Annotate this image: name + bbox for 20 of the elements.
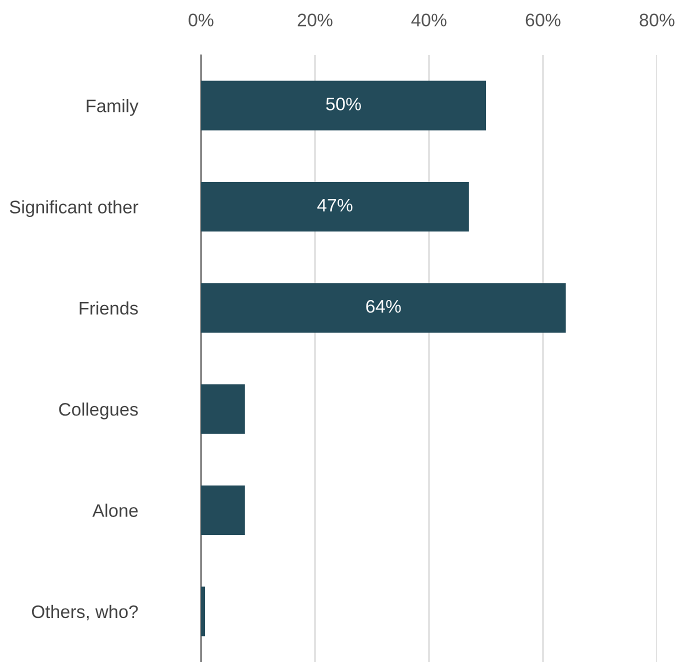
bar (201, 384, 245, 434)
y-tick-label: Alone (92, 504, 138, 517)
data-label: 64% (366, 300, 401, 313)
bar (201, 80, 486, 130)
x-tick-label: 20% (298, 14, 332, 26)
y-tick-label: Collegues (59, 402, 138, 420)
data-label: 50% (326, 98, 361, 110)
data-label: 47% (317, 198, 352, 212)
y-tick-label: Family (86, 99, 138, 116)
y-tick-label: Significant other (10, 200, 138, 218)
x-tick-label: 0% (188, 14, 214, 26)
bar (201, 283, 566, 333)
bar (201, 485, 245, 536)
y-tick-label: Friends (80, 301, 138, 315)
bar (201, 182, 469, 232)
y-tick-label: Others, who? (32, 604, 138, 620)
bar (201, 586, 205, 636)
x-tick-label: 80% (640, 14, 674, 26)
x-tick-label: 40% (411, 14, 446, 26)
x-tick-label: 60% (526, 14, 560, 26)
